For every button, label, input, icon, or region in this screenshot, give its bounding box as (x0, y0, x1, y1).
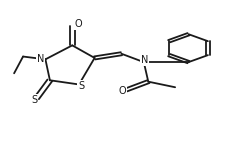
Text: O: O (119, 86, 126, 96)
Text: S: S (31, 95, 37, 105)
Text: O: O (74, 19, 82, 29)
Text: S: S (78, 81, 84, 91)
Text: N: N (141, 55, 149, 65)
Text: N: N (37, 54, 45, 64)
